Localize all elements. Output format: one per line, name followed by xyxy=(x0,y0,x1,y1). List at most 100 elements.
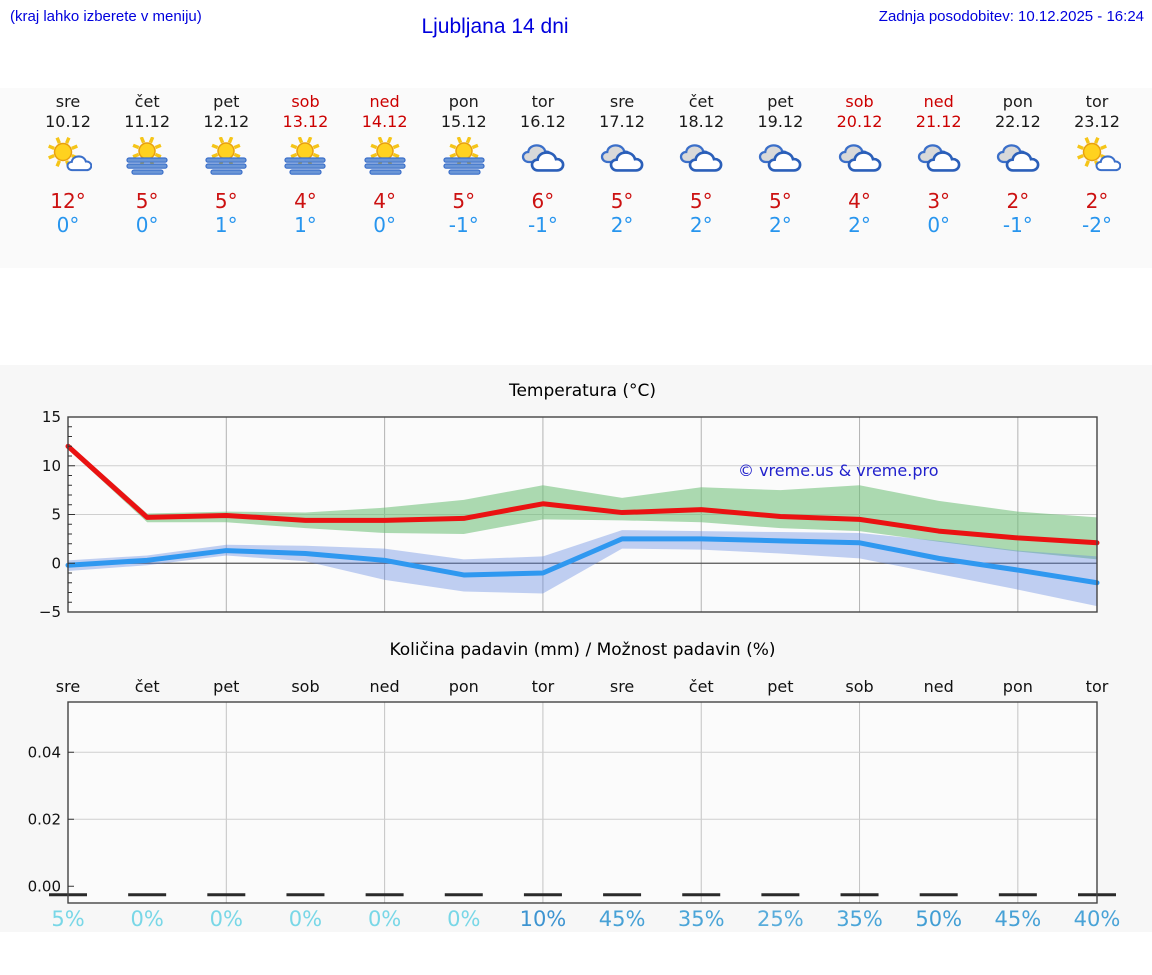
precip-bar xyxy=(207,893,246,897)
cloudy-icon xyxy=(680,144,723,172)
day-high-temp: 2° xyxy=(1085,189,1109,213)
temperature-figure: Temperatura (°C) 15 10 5 0 −5 © vreme.us & v… xyxy=(0,365,1152,632)
day-name: tor xyxy=(531,92,555,111)
day-name: tor xyxy=(1085,92,1109,111)
precip-day-label: ned xyxy=(370,677,400,696)
sun-small-cloud-icon xyxy=(1077,137,1122,172)
day-name: sob xyxy=(845,92,874,111)
precip-probability-label: 0% xyxy=(289,907,322,931)
precip-ytick-label: 0.02 xyxy=(28,810,61,828)
precip-day-label: sob xyxy=(845,677,873,696)
weather-icon-holder xyxy=(756,137,804,177)
precip-probability-label: 10% xyxy=(520,907,567,931)
sun-fog-icon xyxy=(205,136,247,175)
day-high-temp: 5° xyxy=(135,189,159,213)
day-high-temp: 2° xyxy=(1006,189,1030,213)
temperatura min-line xyxy=(65,536,1100,586)
day-date: 14.12 xyxy=(361,112,408,131)
cloudy-icon xyxy=(759,144,802,172)
precip-probability-label: 35% xyxy=(836,907,883,931)
weather-icon-holder xyxy=(519,137,567,177)
sun-fog-icon xyxy=(126,136,168,175)
day-low-temp: 2° xyxy=(610,213,634,237)
temp-ytick-label: 0 xyxy=(51,554,61,572)
cloudy-icon xyxy=(917,144,961,172)
precip-probability-label: 45% xyxy=(995,907,1042,931)
precip-bar xyxy=(444,893,483,897)
day-high-temp: 5° xyxy=(689,189,713,213)
precip-bar xyxy=(840,893,879,897)
day-date: 16.12 xyxy=(520,112,566,131)
precip-probability-label: 5% xyxy=(51,907,84,931)
day-name: ned xyxy=(923,92,954,111)
day-low-temp: 2° xyxy=(689,213,713,237)
forecast-day-column: sre 10.12 12° 0° xyxy=(26,88,110,268)
weather-icon-holder xyxy=(361,136,409,177)
precip-bar xyxy=(761,893,800,897)
page-title: Ljubljana 14 dni xyxy=(421,15,569,38)
precipitation-chart: sre čet pet sob ned pon tor sre čet pet sob ned pon t… xyxy=(28,677,1121,931)
precip-bar xyxy=(682,893,721,897)
last-update-label: Zadnja posodobitev: 10.12.2025 - 16:24 xyxy=(878,8,1144,25)
day-date: 20.12 xyxy=(836,112,883,131)
precip-probability-label: 35% xyxy=(678,907,725,931)
precip-day-label: pon xyxy=(1003,677,1033,696)
precipitation-chart-title: Količina padavin (mm) / Možnost padavin … xyxy=(389,640,776,660)
cloudy-icon xyxy=(838,144,881,172)
day-low-temp: -1° xyxy=(527,213,558,237)
day-name: ned xyxy=(369,92,400,111)
min-razpon-band xyxy=(68,530,1097,607)
day-high-temp: 4° xyxy=(294,189,317,213)
sun-fog-icon xyxy=(284,136,327,175)
day-high-temp: 3° xyxy=(927,189,951,213)
precip-day-label: ned xyxy=(924,677,954,696)
weather-icon-holder xyxy=(123,136,171,177)
day-name: sre xyxy=(55,92,81,111)
day-low-temp: 1° xyxy=(214,213,238,237)
weather-icon-holder xyxy=(440,136,488,177)
day-date: 19.12 xyxy=(757,112,804,131)
forecast-day-column: čet 11.12 5° 0° xyxy=(105,88,189,268)
day-high-temp: 12° xyxy=(50,189,86,213)
sun-fog-icon xyxy=(443,136,485,175)
weather-icon-holder xyxy=(1073,137,1122,177)
precip-day-label: čet xyxy=(689,677,714,696)
weather-icon-holder xyxy=(994,137,1042,177)
precip-probability-label: 0% xyxy=(130,907,163,931)
temp-ytick-label: 15 xyxy=(42,408,61,426)
day-high-temp: 5° xyxy=(769,189,792,213)
weather-icon-holder xyxy=(598,137,646,177)
day-date: 10.12 xyxy=(45,112,91,131)
sun-small-cloud-icon xyxy=(48,137,93,172)
temp-ytick-label: 10 xyxy=(42,457,61,475)
weather-icon-holder xyxy=(677,137,725,177)
day-date: 17.12 xyxy=(599,112,645,131)
day-low-temp: 2° xyxy=(769,213,792,237)
day-low-temp: 0° xyxy=(135,213,159,237)
precip-day-label: pet xyxy=(213,677,239,696)
day-high-temp: 5° xyxy=(610,189,634,213)
day-low-temp: 1° xyxy=(294,213,317,237)
forecast-day-column: čet 18.12 5° 2° xyxy=(659,88,743,268)
day-name: pet xyxy=(213,92,240,111)
day-high-temp: 5° xyxy=(452,189,476,213)
precip-bar xyxy=(128,893,167,897)
precip-bar xyxy=(365,893,404,897)
forecast-day-column: sob 20.12 4° 2° xyxy=(818,88,902,268)
day-date: 15.12 xyxy=(440,112,487,131)
precip-probability-label: 50% xyxy=(915,907,962,931)
weather-icon-holder xyxy=(281,136,329,177)
day-low-temp: 0° xyxy=(373,213,396,237)
day-name: pon xyxy=(448,92,479,111)
precip-ytick-label: 0.00 xyxy=(28,877,61,895)
forecast-day-column: pon 22.12 2° -1° xyxy=(976,88,1060,268)
forecast-day-column: tor 16.12 6° -1° xyxy=(501,88,585,268)
precip-probability-label: 0% xyxy=(210,907,243,931)
day-name: sre xyxy=(609,92,635,111)
precip-ytick-label: 0.04 xyxy=(28,743,61,761)
precip-day-label: sre xyxy=(610,677,634,696)
precipitation-figure: Količina padavin (mm) / Možnost padavin … xyxy=(0,632,1152,932)
day-high-temp: 6° xyxy=(531,189,555,213)
precip-probability-label: 40% xyxy=(1074,907,1121,931)
temp-ytick-label: −5 xyxy=(39,603,61,621)
